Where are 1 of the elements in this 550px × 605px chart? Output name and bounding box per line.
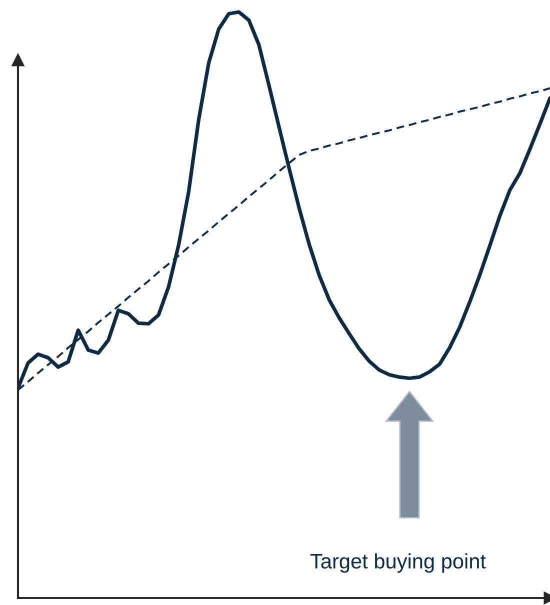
annotation: Target buying point xyxy=(310,553,486,573)
